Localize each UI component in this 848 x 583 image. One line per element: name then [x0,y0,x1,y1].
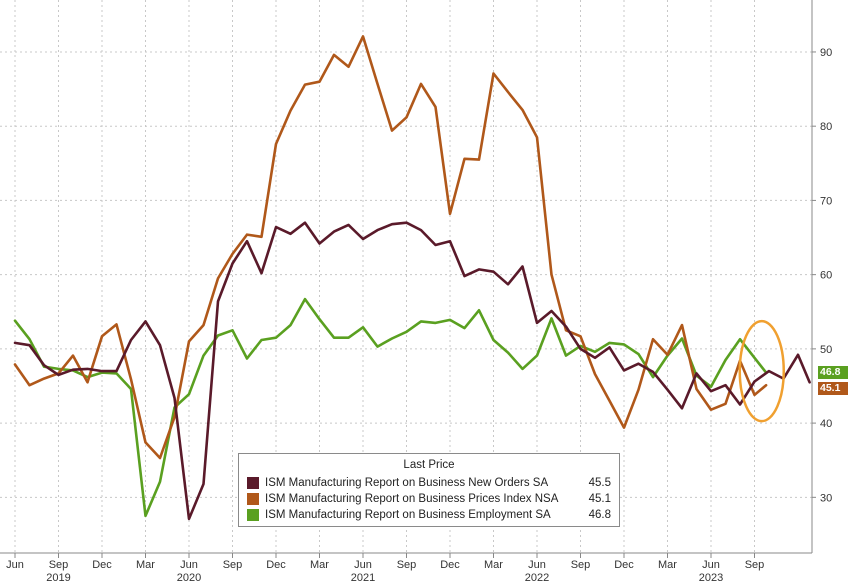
series-line-2 [13,297,768,518]
legend-label-employment: ISM Manufacturing Report on Business Emp… [265,509,551,521]
x-tick-label-16: Jun [702,559,720,571]
legend-item-new-orders: ISM Manufacturing Report on Business New… [247,475,611,491]
legend-title: Last Price [403,459,455,471]
x-axis-ticks: Jun Sep Dec Mar Jun Sep Dec Mar Jun Sep Dec Mar Jun S… [6,553,764,583]
legend-value-prices: 45.1 [588,493,611,505]
x-tick-label-1: Sep [49,559,69,571]
legend-swatch-employment [247,509,259,521]
x-year-label-2: 2021 [351,572,375,583]
x-tick-label-2: Dec [92,559,112,571]
legend-label-prices: ISM Manufacturing Report on Business Pri… [265,493,559,505]
x-tick-label-17: Sep [745,559,765,571]
x-year-label-4: 2023 [699,572,723,583]
series-line-1 [13,35,768,460]
series-layer [13,35,811,521]
x-tick-label-10: Dec [440,559,460,571]
y-axis-ticks: 30 40 50 60 70 80 90 [812,47,832,504]
legend: Last Price ISM Manufacturing Report on B… [238,453,620,527]
x-year-label-1: 2020 [177,572,201,583]
x-year-label-0: 2019 [46,572,70,583]
x-tick-label-7: Mar [310,559,329,571]
last-value-tag-prices: 45.1 [818,382,848,396]
legend-label-new-orders: ISM Manufacturing Report on Business New… [265,477,549,489]
legend-value-new-orders: 45.5 [588,477,611,489]
x-tick-label-14: Dec [614,559,634,571]
y-tick-label-90: 90 [820,47,832,59]
y-tick-label-70: 70 [820,195,832,207]
y-tick-label-50: 50 [820,344,832,356]
x-tick-label-0: Jun [6,559,24,571]
x-tick-label-8: Jun [354,559,372,571]
x-year-label-3: 2022 [525,572,549,583]
legend-swatch-new-orders [247,477,259,489]
x-tick-label-9: Sep [397,559,417,571]
x-tick-label-12: Jun [528,559,546,571]
x-tick-label-3: Mar [136,559,155,571]
legend-item-prices: ISM Manufacturing Report on Business Pri… [247,491,611,507]
legend-value-employment: 46.8 [588,509,611,521]
y-tick-label-60: 60 [820,270,832,282]
annotation-layer [738,319,785,423]
x-tick-label-15: Mar [658,559,677,571]
x-tick-label-11: Mar [484,559,503,571]
y-tick-label-80: 80 [820,121,832,133]
x-tick-label-13: Sep [571,559,591,571]
series-line-0 [13,221,811,521]
y-tick-label-40: 40 [820,418,832,430]
legend-item-employment: ISM Manufacturing Report on Business Emp… [247,507,611,523]
x-tick-label-4: Jun [180,559,198,571]
last-value-tag-employment: 46.8 [818,365,848,379]
y-tick-label-30: 30 [820,492,832,504]
x-tick-label-5: Sep [223,559,243,571]
highlight-ellipse-0 [738,319,785,423]
x-tick-label-6: Dec [266,559,286,571]
legend-swatch-prices [247,493,259,505]
